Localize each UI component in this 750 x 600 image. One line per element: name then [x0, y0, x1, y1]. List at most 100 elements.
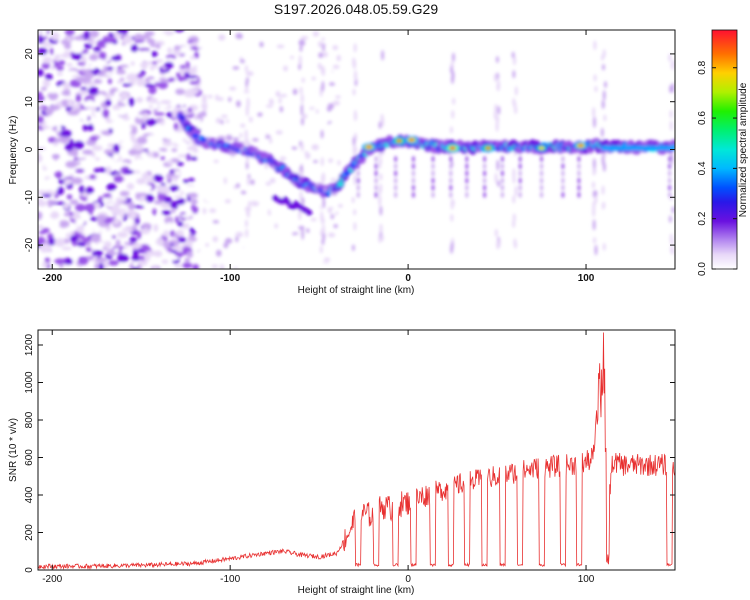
spectrogram-cell — [240, 164, 248, 171]
spectrogram-cell — [500, 170, 504, 177]
spectrogram-cell — [317, 62, 322, 70]
spectrogram-cell — [196, 118, 202, 123]
spectrogram-cell — [153, 67, 158, 76]
colorbar-tick-label: 0.0 — [697, 262, 708, 276]
spectrogram-cell — [153, 223, 159, 232]
spectrogram-cell — [512, 195, 516, 204]
spectrogram-cell — [211, 45, 220, 52]
spectrogram-cell — [65, 232, 71, 239]
spectrogram-cell — [135, 50, 141, 55]
spectrogram-cell — [196, 67, 202, 72]
spectrogram-cell — [248, 116, 253, 123]
spectrogram-cell — [245, 161, 249, 170]
spectrogram-cell — [465, 191, 469, 198]
spectrogram-cell — [602, 162, 606, 172]
spectrogram-cell — [669, 233, 673, 244]
spectrogram-cell — [42, 261, 48, 268]
spectrogram-cell — [500, 156, 504, 163]
colorbar-tick-label: 0.4 — [697, 161, 708, 175]
x-tick-label: 0 — [405, 574, 411, 585]
spectrogram-cell — [256, 81, 264, 87]
spectrogram-cell — [47, 88, 58, 94]
spectrogram-cell — [86, 241, 92, 247]
spectrogram-cell — [111, 190, 118, 200]
spectrogram-cell — [99, 168, 107, 173]
spectrogram-cell — [93, 225, 101, 234]
spectrogram-cell — [72, 61, 77, 70]
y-tick-label: 0 — [24, 567, 35, 573]
spectrogram-cell — [192, 264, 200, 269]
spectrogram-cell — [328, 111, 333, 119]
spectrogram-cell — [396, 139, 402, 143]
spectrogram-cell — [514, 86, 518, 96]
spectrogram-cell — [239, 133, 243, 138]
y-tick-label: 800 — [24, 411, 35, 428]
spectrogram-cell — [231, 156, 239, 163]
spectrogram-cell — [196, 186, 205, 191]
spectrogram-cell — [56, 65, 64, 71]
spectrogram-cell — [253, 111, 258, 115]
spectrogram-cell — [38, 115, 44, 124]
spectrogram-cell — [234, 204, 241, 212]
spectrogram-cell — [42, 78, 51, 88]
spectrogram-cell — [122, 35, 133, 45]
snr-frame — [37, 329, 676, 571]
spectrogram-cell — [449, 170, 453, 177]
spectrogram-cell — [148, 260, 157, 266]
spectrogram-cell — [102, 260, 109, 269]
spectrogram-cell — [337, 31, 343, 39]
spectrogram-cell — [97, 59, 107, 68]
spectrogram-cell — [540, 191, 544, 198]
spectrogram-cell — [450, 74, 454, 85]
spectrogram-cell — [177, 204, 186, 209]
spectrogram-cell — [269, 177, 276, 184]
spectrogram-cell — [203, 128, 210, 135]
spectrogram-cell — [62, 257, 74, 265]
spectrogram-cell — [94, 262, 100, 269]
spectrogram-cell — [324, 59, 331, 65]
spectrogram-cell — [80, 87, 89, 91]
spectrogram-cell — [45, 120, 56, 127]
spectrogram-cell — [314, 43, 319, 48]
spectrogram-cell — [122, 115, 130, 121]
spectrogram-cell — [265, 181, 272, 186]
spectrogram-cell — [38, 225, 44, 229]
spectrogram-cell — [133, 205, 145, 209]
spectrogram-cell — [305, 152, 311, 160]
spectrogram-cell — [73, 35, 85, 41]
spectrogram-cell — [378, 161, 382, 169]
spectrogram-cell — [394, 156, 398, 163]
spectrogram-cell — [449, 191, 453, 198]
spectrogram-cell — [291, 232, 300, 236]
spectrogram-cell — [38, 138, 44, 143]
spectrogram-cell — [66, 62, 73, 67]
spectrogram-cell — [89, 106, 98, 110]
spectrogram-cell — [282, 45, 289, 53]
x-tick-label: 100 — [578, 273, 595, 284]
spectrogram-cell — [602, 49, 606, 58]
spectrogram-cell — [374, 177, 378, 184]
spectrogram-cell — [174, 170, 181, 176]
spectrogram-cell — [321, 224, 325, 235]
spectrogram-cell — [73, 140, 85, 150]
spectrogram-cell — [142, 172, 149, 180]
spectrogram-cell — [140, 227, 151, 235]
spectrogram-cell — [145, 233, 152, 242]
spectrogram-cell — [353, 222, 357, 231]
spectrogram-cell — [58, 85, 64, 93]
spectrogram-cell — [298, 39, 306, 47]
spectrogram-cell — [120, 92, 129, 98]
spectrogram-cell — [251, 266, 257, 269]
spectrogram-cell — [300, 256, 308, 263]
spectrogram-cell — [38, 236, 46, 245]
spectrogram-cell — [145, 215, 153, 223]
spectrogram-cell — [230, 263, 237, 269]
spectrogram-cell — [130, 44, 139, 53]
spectrogram-cell — [298, 54, 302, 67]
spectrogram-cell — [76, 241, 86, 247]
spectrogram-cell — [89, 30, 100, 38]
spectrogram-cell — [286, 41, 292, 46]
spectrogram-cell — [322, 51, 328, 58]
spectrogram-cell — [163, 196, 173, 204]
spectrogram-cell — [72, 254, 77, 263]
